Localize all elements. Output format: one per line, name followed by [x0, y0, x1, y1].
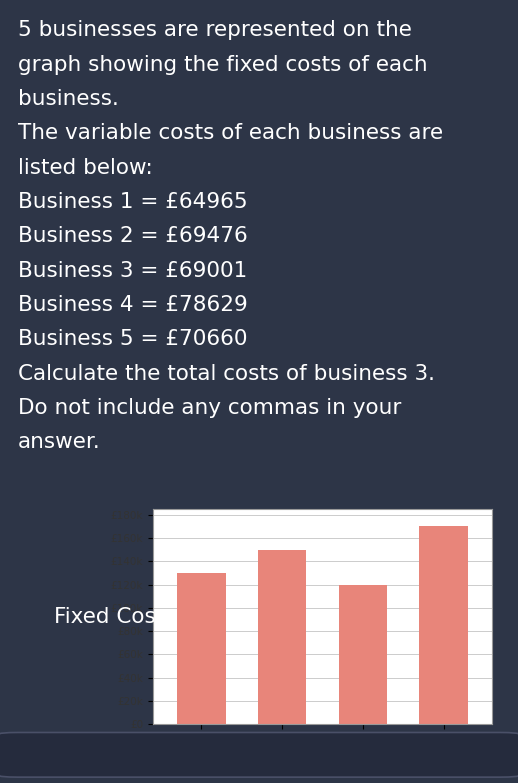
Text: graph showing the fixed costs of each: graph showing the fixed costs of each — [18, 55, 428, 74]
Text: Business 1 = £64965: Business 1 = £64965 — [18, 192, 248, 212]
X-axis label: Business: Business — [290, 751, 355, 766]
Text: Business 3 = £69001: Business 3 = £69001 — [18, 261, 248, 280]
Text: answer.: answer. — [18, 432, 101, 453]
Bar — [420, 526, 468, 724]
Text: Fixed Cos: Fixed Cos — [54, 607, 156, 626]
Text: The variable costs of each business are: The variable costs of each business are — [18, 123, 443, 143]
Text: Calculate the total costs of business 3.: Calculate the total costs of business 3. — [18, 363, 435, 384]
Text: Do not include any commas in your: Do not include any commas in your — [18, 398, 401, 418]
Text: Business 4 = £78629: Business 4 = £78629 — [18, 295, 248, 315]
Text: 5 businesses are represented on the: 5 businesses are represented on the — [18, 20, 412, 40]
Bar — [258, 550, 306, 724]
Bar — [177, 573, 225, 724]
FancyBboxPatch shape — [0, 732, 518, 778]
Text: Business 2 = £69476: Business 2 = £69476 — [18, 226, 248, 247]
Text: listed below:: listed below: — [18, 157, 153, 178]
Text: Business 5 = £70660: Business 5 = £70660 — [18, 330, 248, 349]
Text: business.: business. — [18, 89, 119, 109]
Bar — [339, 585, 387, 724]
